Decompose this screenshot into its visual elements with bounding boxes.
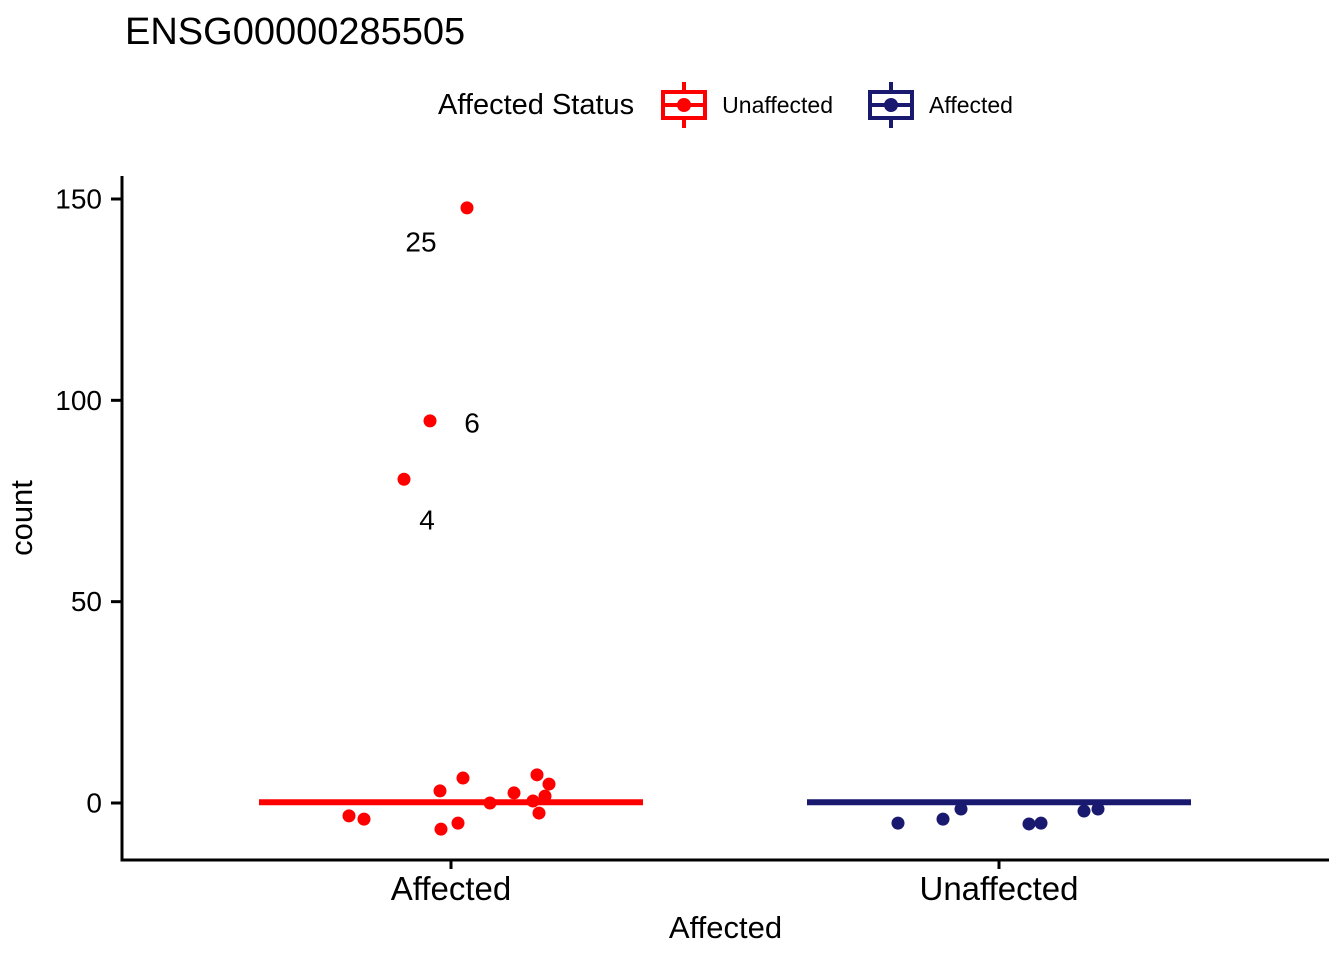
legend: Affected Status Unaffected Affected (107, 80, 1344, 130)
data-point (397, 472, 411, 486)
data-point (936, 812, 950, 826)
data-point (1077, 804, 1091, 818)
legend-title: Affected Status (438, 88, 635, 121)
data-point (1034, 816, 1048, 830)
x-tick-label: Affected (391, 870, 511, 907)
data-point (954, 802, 968, 816)
boxplot-key-unaffected-icon (661, 82, 708, 128)
data-point (460, 201, 474, 215)
data-point (456, 771, 470, 785)
data-point (434, 822, 448, 836)
data-point (530, 768, 544, 782)
point-label: 25 (405, 227, 436, 258)
x-axis-title: Affected (669, 910, 782, 945)
data-point (1091, 802, 1105, 816)
data-point (483, 796, 497, 810)
data-point (433, 784, 447, 798)
data-point (538, 789, 552, 803)
data-point (532, 806, 546, 820)
data-point (423, 414, 437, 428)
chart-title: ENSG00000285505 (125, 11, 466, 53)
legend-item-label: Unaffected (722, 91, 833, 118)
data-point (342, 809, 356, 823)
data-point (1022, 817, 1036, 831)
data-point (451, 816, 465, 830)
y-tick-label: 150 (55, 183, 102, 214)
legend-item-affected: Affected (865, 81, 1013, 129)
y-axis-title: count (4, 480, 39, 556)
point-label: 6 (464, 407, 480, 438)
data-point (542, 777, 556, 791)
y-tick-label: 0 (86, 788, 102, 819)
data-point (526, 794, 540, 808)
legend-item-label: Affected (929, 91, 1013, 118)
data-point (357, 812, 371, 826)
y-tick-label: 50 (71, 586, 102, 617)
data-point (891, 816, 905, 830)
boxplot-key-affected-icon (868, 82, 914, 128)
x-tick-label: Unaffected (919, 870, 1078, 907)
data-point (507, 786, 521, 800)
legend-item-unaffected: Unaffected (658, 81, 833, 129)
point-label: 4 (419, 504, 435, 535)
y-tick-label: 100 (55, 385, 102, 416)
